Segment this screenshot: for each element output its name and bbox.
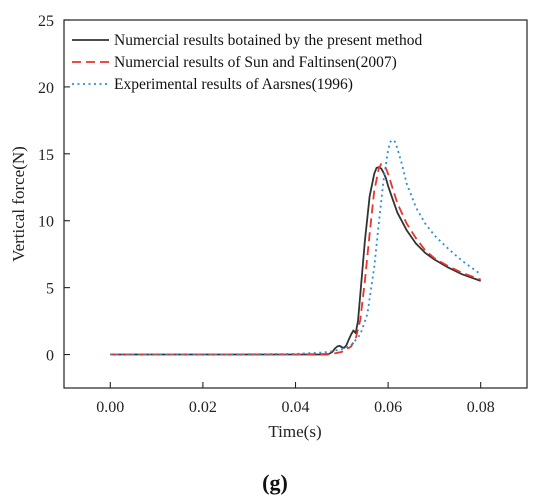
legend-entry-1: Numercial results botained by the presen… bbox=[114, 32, 422, 49]
x-axis-ticks: 0.00 0.02 0.04 0.06 0.08 bbox=[96, 382, 495, 416]
series-line-3 bbox=[110, 138, 482, 356]
x-tick-label: 0.02 bbox=[189, 399, 217, 416]
legend-entry-2: Numercial results of Sun and Faltinsen(2… bbox=[114, 54, 397, 71]
legend-entry-3: Experimental results of Aarsnes(1996) bbox=[114, 76, 353, 93]
series-line-2 bbox=[110, 162, 482, 356]
series-line-1 bbox=[110, 166, 482, 356]
x-tick-label: 0.04 bbox=[282, 399, 310, 416]
panel-label: (g) bbox=[262, 470, 288, 495]
y-tick-label: 25 bbox=[38, 13, 54, 30]
y-tick-label: 10 bbox=[38, 214, 54, 231]
y-tick-label: 20 bbox=[38, 80, 54, 97]
x-tick-label: 0.08 bbox=[467, 399, 495, 416]
y-tick-label: 0 bbox=[46, 348, 54, 365]
x-axis-label: Time(s) bbox=[268, 422, 321, 441]
x-tick-label: 0.00 bbox=[96, 399, 124, 416]
y-tick-label: 15 bbox=[38, 147, 54, 164]
series-lines bbox=[110, 138, 482, 356]
y-axis-ticks: 0 5 10 15 20 25 bbox=[38, 13, 70, 365]
y-axis-label: Vertical force(N) bbox=[9, 146, 28, 262]
x-tick-label: 0.06 bbox=[374, 399, 402, 416]
legend: Numercial results botained by the presen… bbox=[72, 32, 422, 93]
y-tick-label: 5 bbox=[46, 281, 54, 298]
